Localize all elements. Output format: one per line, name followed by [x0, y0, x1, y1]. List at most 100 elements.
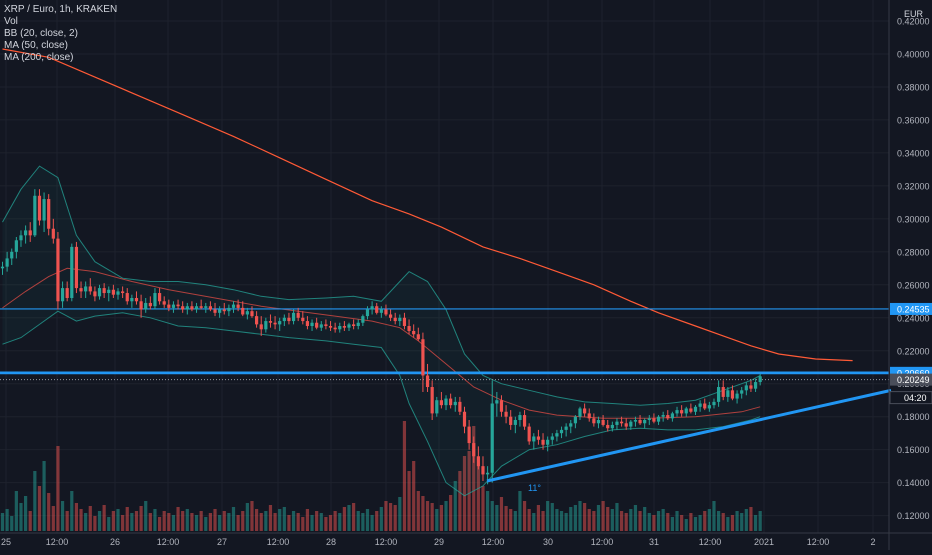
volume-bar: [365, 509, 370, 531]
price-axis[interactable]: 0.42000 0.40000 0.38000 0.36000 0.34000 0.320…: [897, 17, 930, 522]
candle-body: [472, 443, 476, 457]
currency-label: EUR: [904, 9, 924, 19]
volume-bar: [379, 507, 383, 531]
legend-symbol[interactable]: XRP / Euro, 1h, KRAKEN: [4, 4, 118, 15]
trendline[interactable]: [486, 388, 892, 483]
volume-bar: [296, 513, 300, 531]
candle-body: [236, 304, 240, 308]
legend-vol[interactable]: Vol: [4, 16, 18, 27]
volume-bar: [236, 515, 240, 531]
candle-body: [107, 289, 111, 294]
candle-body: [610, 424, 614, 429]
candle-body: [559, 429, 564, 434]
legend-ma50[interactable]: MA (50, close): [4, 40, 68, 51]
volume-bar: [190, 513, 194, 531]
candle-body: [199, 306, 203, 308]
candle-body: [157, 293, 162, 302]
candle-body: [102, 288, 106, 294]
candle-body: [153, 293, 157, 307]
volume-bar: [319, 513, 323, 531]
candle-body: [527, 426, 531, 442]
volume-bar: [439, 505, 443, 531]
candle-body: [633, 419, 638, 422]
x-tick-label: 30: [543, 537, 553, 547]
candle-body: [546, 439, 550, 445]
x-tick-label: 25: [1, 537, 11, 547]
candle-body: [592, 418, 596, 424]
legend-ma200[interactable]: MA (200, close): [4, 52, 74, 63]
volume-bar: [412, 461, 416, 531]
volume-bar: [282, 507, 286, 531]
candle-body: [532, 436, 536, 442]
candle-body: [190, 306, 194, 310]
volume-bar: [730, 515, 735, 531]
candle-body: [139, 301, 143, 310]
volume-bar: [444, 501, 448, 531]
volume-bar: [726, 517, 730, 531]
candle-body: [37, 195, 42, 221]
volume-bar: [208, 513, 212, 531]
volume-bar: [449, 495, 453, 531]
candle-body: [481, 466, 485, 475]
candle-body: [121, 291, 125, 294]
volume-bar: [222, 511, 226, 531]
volume-bar: [250, 501, 254, 531]
candle-body: [324, 324, 328, 327]
volume-bar: [74, 503, 79, 531]
candle-body: [347, 324, 351, 328]
candle-body: [666, 415, 670, 419]
candle-body: [425, 375, 430, 388]
volume-bar: [291, 511, 296, 531]
volume-bar: [111, 511, 115, 531]
volume-bar: [88, 506, 92, 531]
candle-body: [125, 293, 129, 302]
candle-body: [578, 408, 582, 417]
y-tick-label: 0.38000: [897, 82, 930, 92]
candle-body: [245, 311, 249, 315]
candle-body: [504, 411, 508, 417]
volume-bar: [504, 506, 508, 531]
candle-body: [476, 456, 480, 467]
horizontal-lines[interactable]: [0, 308, 889, 381]
volume-bar: [199, 511, 203, 531]
volume-bar: [647, 513, 651, 531]
volume-bar: [573, 505, 577, 531]
candle-body: [116, 291, 120, 295]
volume-bar: [97, 511, 102, 531]
candle-body: [231, 304, 236, 308]
time-axis[interactable]: 25 12:00 26 12:00 27 12:00 28 12:00 29 12:00 30 12:…: [1, 537, 876, 547]
y-tick-label: 0.24000: [897, 313, 930, 323]
volume-bar: [407, 471, 411, 531]
candle-body: [416, 334, 420, 340]
candle-body: [176, 304, 180, 307]
candle-body: [402, 317, 407, 327]
volume-bar: [633, 505, 638, 531]
volume-bar: [264, 511, 268, 531]
volume-bar: [587, 509, 591, 531]
x-tick-label: 12:00: [157, 537, 180, 547]
legend-bb[interactable]: BB (20, close, 2): [4, 28, 78, 39]
candle-body: [453, 401, 457, 406]
volume-bars: [0, 421, 762, 531]
candle-body: [684, 408, 688, 414]
candle-body: [14, 240, 18, 252]
candle-body: [601, 419, 605, 425]
candle-body: [333, 327, 337, 330]
volume-bar: [541, 511, 545, 531]
volume-bar: [134, 511, 139, 531]
candle-body: [624, 423, 628, 427]
volume-bar: [578, 501, 582, 531]
candle-body: [619, 421, 624, 424]
volume-bar: [509, 509, 513, 531]
trendline-group[interactable]: 11°: [486, 388, 892, 493]
candle-body: [375, 306, 379, 313]
candle-body: [444, 398, 448, 406]
candle-body: [130, 297, 134, 302]
price-tag: [890, 373, 932, 386]
candle-body: [56, 238, 60, 302]
volume-bar: [347, 505, 351, 531]
volume-bar: [749, 507, 753, 531]
